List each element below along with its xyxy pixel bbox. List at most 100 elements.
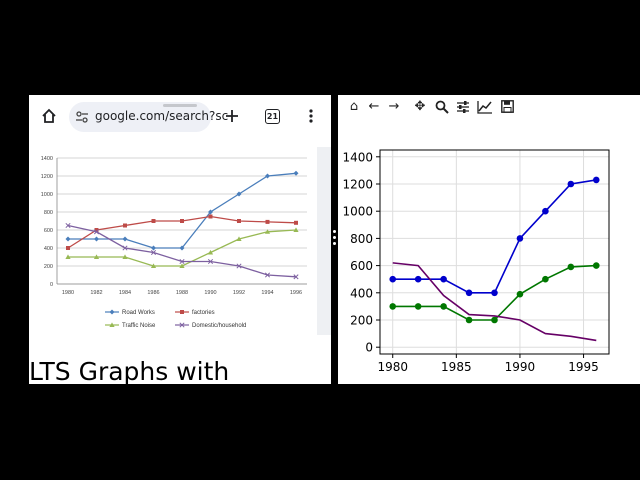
data-point xyxy=(516,290,524,298)
data-point xyxy=(207,258,214,265)
series-line xyxy=(392,262,597,342)
data-point xyxy=(208,209,213,215)
y-tick-label: 400 xyxy=(350,286,373,300)
legend-label: Domestic/household xyxy=(192,323,246,329)
y-tick-label: 800 xyxy=(350,232,373,246)
y-tick-label: 0 xyxy=(50,282,53,288)
data-point xyxy=(542,275,549,283)
series-line xyxy=(68,172,297,249)
pan-icon[interactable]: ✥ xyxy=(414,99,426,114)
data-point xyxy=(440,303,447,310)
data-point xyxy=(236,191,242,197)
data-point xyxy=(265,173,270,179)
right-plot-window: ⌂ ← → ✥ 0 200 400 600 800 1000 1200 1400 1980 198… xyxy=(338,95,640,384)
configure-subplots-icon[interactable] xyxy=(456,100,470,114)
data-point xyxy=(465,316,473,324)
data-point xyxy=(592,262,600,269)
home-icon[interactable]: ⌂ xyxy=(349,99,359,114)
data-point xyxy=(65,254,71,259)
y-tick-label: 400 xyxy=(44,246,53,252)
data-point xyxy=(491,316,498,324)
site-settings-icon[interactable] xyxy=(75,110,89,124)
data-point xyxy=(123,223,127,228)
x-tick-label: 1985 xyxy=(441,360,472,374)
left-line-chart: 0 200 400 600 800 1000 1200 1400 1980 1982 1984 198… xyxy=(41,147,331,335)
back-arrow-icon[interactable]: ← xyxy=(368,99,380,114)
data-point xyxy=(294,220,298,225)
y-tick-label: 600 xyxy=(44,228,53,234)
x-tick-label: 1986 xyxy=(147,290,159,296)
x-tick-label: 1992 xyxy=(233,290,245,296)
video-caption: LTS Graphs with xyxy=(29,357,230,384)
new-tab-icon[interactable] xyxy=(225,109,239,123)
drag-handle[interactable] xyxy=(163,104,197,107)
data-point xyxy=(65,236,71,242)
tab-switcher-icon[interactable]: 21 xyxy=(265,109,280,124)
legend-label: Traffic Noise xyxy=(122,323,156,329)
zoom-icon[interactable] xyxy=(435,100,449,114)
data-point xyxy=(179,258,185,265)
data-point xyxy=(93,254,100,259)
data-point xyxy=(122,236,128,242)
y-tick-label: 1000 xyxy=(41,192,53,198)
data-point xyxy=(389,303,397,310)
data-point xyxy=(293,227,299,232)
data-point xyxy=(94,228,99,232)
data-point xyxy=(109,309,115,315)
plot-toolbar: ⌂ ← → ✥ xyxy=(338,95,640,119)
data-point xyxy=(122,245,128,251)
edit-axis-icon[interactable] xyxy=(477,100,493,114)
x-tick-label: 1980 xyxy=(377,360,408,374)
data-point xyxy=(237,219,241,223)
more-vert-icon[interactable] xyxy=(309,109,313,123)
forward-arrow-icon[interactable]: → xyxy=(388,99,400,114)
data-point xyxy=(93,229,100,235)
data-point xyxy=(179,322,185,328)
data-point xyxy=(516,235,524,242)
address-bar[interactable]: google.com/search?sc xyxy=(69,102,228,132)
data-point xyxy=(414,303,422,310)
data-point xyxy=(94,236,99,242)
right-line-chart: 0 200 400 600 800 1000 1200 1400 1980 1985 1990 199… xyxy=(342,149,610,374)
data-point xyxy=(414,275,422,283)
left-screenshot-panel: google.com/search?sc 21 0 200 400 600 800 100… xyxy=(29,95,331,384)
data-point xyxy=(592,176,600,184)
data-point xyxy=(293,170,299,176)
scrollbar[interactable] xyxy=(317,147,331,335)
data-point xyxy=(65,222,71,229)
data-point xyxy=(236,236,242,241)
data-point xyxy=(264,272,271,278)
data-point xyxy=(567,263,575,271)
data-point xyxy=(109,322,115,327)
save-icon[interactable] xyxy=(501,100,514,113)
data-point xyxy=(491,289,498,297)
data-point xyxy=(207,249,214,255)
data-point xyxy=(122,254,128,259)
data-point xyxy=(66,246,70,250)
y-tick-label: 1200 xyxy=(41,174,53,180)
y-tick-label: 1400 xyxy=(41,156,53,162)
url-text[interactable]: google.com/search?sc xyxy=(95,109,229,123)
series-line xyxy=(392,179,597,294)
x-tick-label: 1996 xyxy=(290,290,302,296)
data-point xyxy=(265,219,270,224)
y-tick-label: 1200 xyxy=(342,178,373,192)
data-point xyxy=(180,310,184,314)
y-tick-label: 1000 xyxy=(342,205,373,219)
y-tick-label: 800 xyxy=(44,210,53,216)
data-point xyxy=(236,263,242,269)
split-divider[interactable] xyxy=(331,95,338,384)
y-tick-label: 600 xyxy=(350,259,373,273)
x-tick-label: 1995 xyxy=(568,360,599,374)
y-tick-label: 200 xyxy=(44,264,53,270)
x-tick-label: 1980 xyxy=(62,290,74,296)
home-icon[interactable] xyxy=(41,108,57,124)
legend-label: factories xyxy=(192,310,215,316)
y-tick-label: 0 xyxy=(365,341,373,355)
data-point xyxy=(293,274,299,280)
data-point xyxy=(567,180,575,188)
x-tick-label: 1990 xyxy=(204,290,216,296)
y-tick-label: 1400 xyxy=(342,150,373,164)
data-point xyxy=(179,263,185,268)
browser-toolbar: google.com/search?sc 21 xyxy=(29,95,331,139)
